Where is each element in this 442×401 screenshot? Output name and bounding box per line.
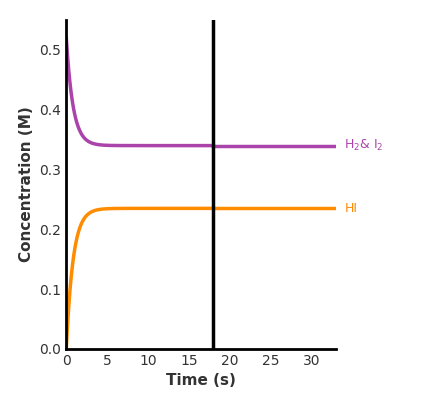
X-axis label: Time (s): Time (s) bbox=[166, 373, 236, 388]
Text: HI: HI bbox=[344, 202, 357, 215]
Text: H$_2$& I$_2$: H$_2$& I$_2$ bbox=[344, 138, 384, 153]
Y-axis label: Concentration (M): Concentration (M) bbox=[19, 107, 34, 262]
